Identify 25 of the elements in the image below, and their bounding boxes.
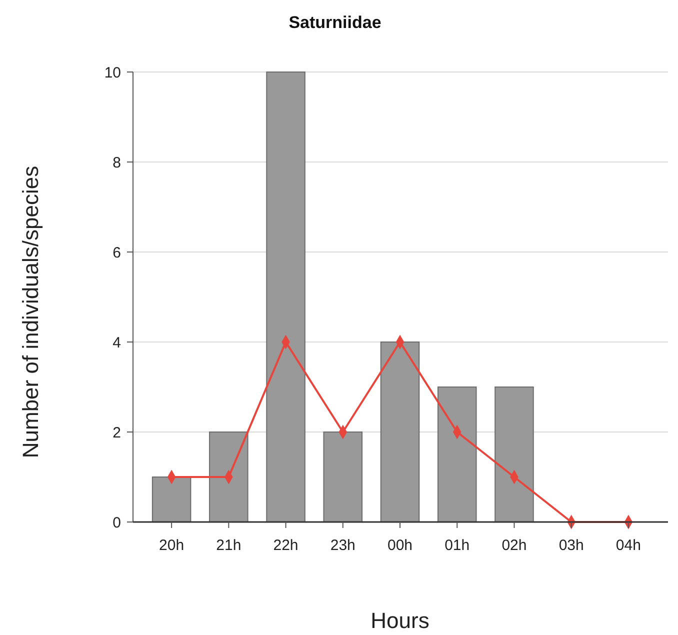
x-tick-label: 23h xyxy=(330,537,356,554)
bar xyxy=(209,432,248,522)
y-axis-title: Number of individuals/species xyxy=(18,166,43,458)
bar xyxy=(323,432,363,522)
x-tick-label: 21h xyxy=(216,537,242,554)
x-tick-label: 02h xyxy=(502,537,527,554)
bar xyxy=(494,386,534,522)
x-tick-label: 22h xyxy=(273,537,298,554)
bar xyxy=(380,342,420,522)
y-tick-label: 10 xyxy=(104,64,121,82)
x-tick-label: 01h xyxy=(444,537,470,554)
x-tick-label: 03h xyxy=(558,537,584,554)
bar xyxy=(266,72,306,522)
bar xyxy=(152,476,192,522)
x-tick-label: 04h xyxy=(616,537,641,554)
y-tick-label: 8 xyxy=(112,154,121,172)
bar xyxy=(437,386,477,522)
y-tick-label: 4 xyxy=(112,334,121,352)
y-tick-label: 0 xyxy=(112,514,121,532)
chart-title: Saturniidae xyxy=(288,13,382,32)
x-tick-label: 20h xyxy=(159,537,184,554)
x-axis-title: Hours xyxy=(370,608,430,633)
y-tick-label: 2 xyxy=(112,424,121,442)
x-tick-label: 00h xyxy=(387,537,413,554)
y-tick-label: 6 xyxy=(112,244,121,262)
